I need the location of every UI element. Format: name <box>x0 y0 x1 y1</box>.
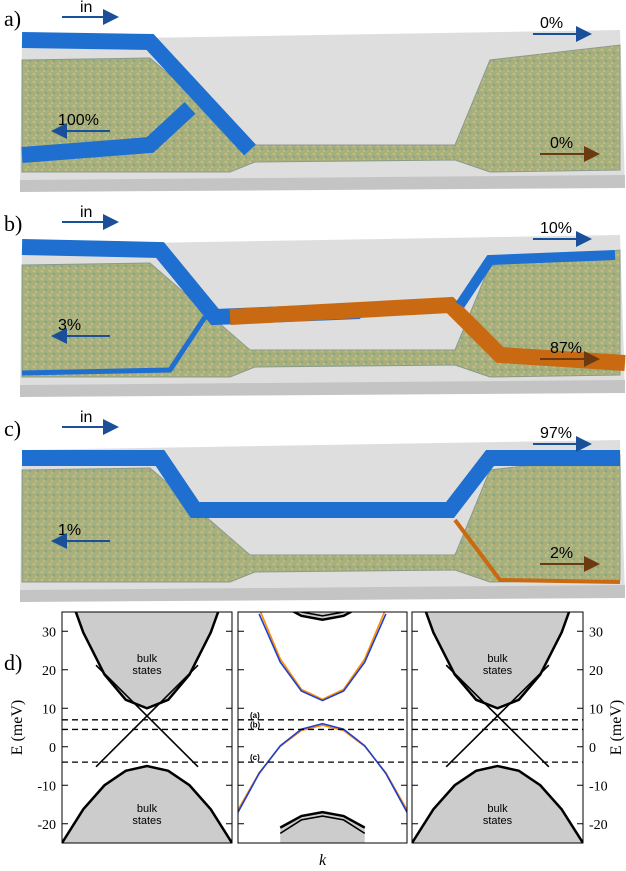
y-tick-label: -20 <box>589 818 608 833</box>
band-line <box>279 810 366 829</box>
panel-labels: a) in 100% 0% 0% b) in 3% 10% 87% c) in 1% 97% 2% <box>4 0 600 572</box>
energy-label: (a) <box>250 711 260 720</box>
annotation: bulk <box>137 803 158 815</box>
band-line <box>74 612 220 710</box>
output-label: 1% <box>58 522 81 539</box>
annotation: bulk <box>487 653 508 665</box>
panel-label: b) <box>4 211 22 236</box>
output-label: 100% <box>58 112 99 129</box>
y-tick-label: 30 <box>42 625 56 640</box>
band-line <box>279 815 366 835</box>
current-channel <box>455 250 616 308</box>
output-label: 10% <box>540 220 572 237</box>
input-label: in <box>80 409 92 426</box>
band-line <box>424 612 571 710</box>
y-tick-label: -10 <box>589 779 608 794</box>
output-label: 0% <box>550 135 573 152</box>
plot-frame <box>411 611 584 844</box>
energy-label: (b) <box>250 720 261 729</box>
panel-a <box>19 29 626 193</box>
y-tick-label: 20 <box>589 664 603 679</box>
output-label: 2% <box>550 545 573 562</box>
annotation: states <box>483 665 513 677</box>
y-tick-label: 10 <box>589 702 603 717</box>
current-channel <box>22 450 620 518</box>
x-axis-label: k <box>319 852 327 869</box>
figure-label: d) <box>4 650 22 675</box>
chart-panel <box>62 612 232 843</box>
y-tick-label: 30 <box>589 625 603 640</box>
device <box>19 29 626 193</box>
y-axis-label: E (meV) <box>9 700 26 756</box>
energy-label: (c) <box>250 753 260 762</box>
panel-label: a) <box>4 6 21 31</box>
panel-c <box>19 439 626 603</box>
band-line <box>258 613 387 702</box>
panel-label: c) <box>4 416 21 441</box>
y-tick-label: -20 <box>37 818 56 833</box>
plot-frame <box>61 611 233 844</box>
output-label: 0% <box>540 15 563 32</box>
output-label: 97% <box>540 425 572 442</box>
annotation: states <box>132 665 162 677</box>
band-line <box>95 664 199 768</box>
current-channel <box>21 102 196 163</box>
annotation: bulk <box>137 653 158 665</box>
band-line <box>259 612 386 701</box>
y-tick-label: 0 <box>589 741 596 756</box>
y-axis-label: E (meV) <box>608 700 625 756</box>
output-label: 3% <box>58 317 81 334</box>
band-line <box>445 664 550 768</box>
band-line <box>238 722 407 813</box>
annotation: states <box>132 815 162 827</box>
input-label: in <box>80 204 92 221</box>
current-channel <box>453 518 621 584</box>
annotation: states <box>483 815 513 827</box>
chart-panel <box>412 612 583 843</box>
panel-b <box>19 234 626 398</box>
chart-panel <box>238 612 407 843</box>
current-channel <box>21 315 208 376</box>
current-channel <box>21 32 256 156</box>
annotation: bulk <box>487 803 508 815</box>
output-label: 87% <box>550 340 582 357</box>
band-line <box>299 612 346 617</box>
band-line <box>291 612 354 621</box>
y-tick-label: -10 <box>37 779 56 794</box>
y-tick-label: 10 <box>42 702 56 717</box>
band-line <box>412 764 583 843</box>
y-tick-label: 20 <box>42 664 56 679</box>
bulk-region <box>75 612 219 709</box>
input-label: in <box>80 0 92 16</box>
plot-frame <box>237 611 408 844</box>
bulk-region <box>425 612 570 709</box>
band-line <box>62 764 232 843</box>
y-tick-label: 0 <box>49 741 56 756</box>
